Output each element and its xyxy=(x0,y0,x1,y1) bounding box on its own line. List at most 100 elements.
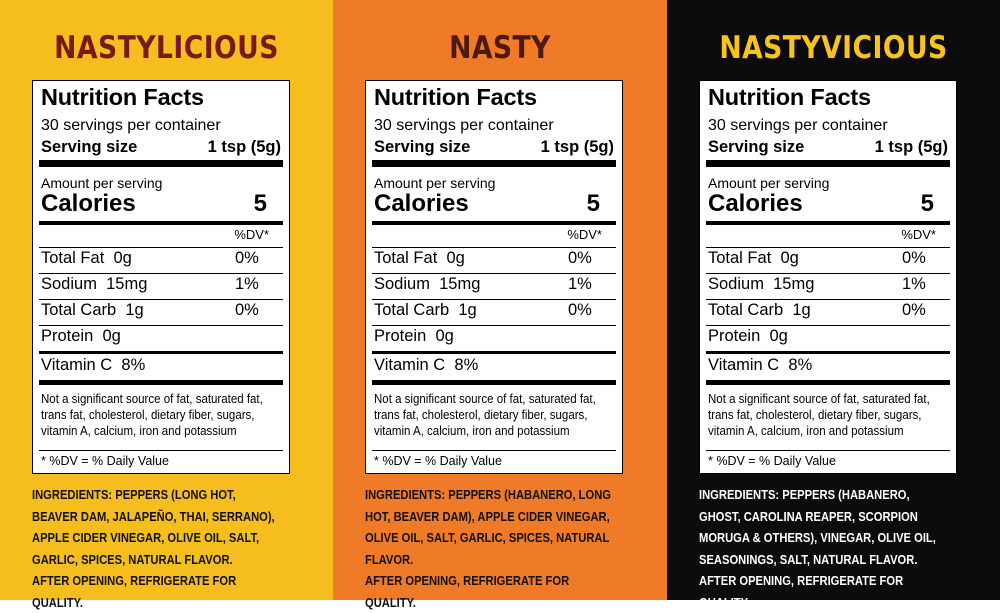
calories-value: 5 xyxy=(253,190,267,217)
nutrient-name: Total Fat 0g xyxy=(41,249,132,267)
product-title: NASTYLICIOUS xyxy=(54,30,279,66)
product-title: NASTYVICIOUS xyxy=(719,30,948,66)
nutrient-notice: Not a significant source of fat, saturat… xyxy=(708,392,930,438)
servings-per-container: 30 servings per container xyxy=(41,117,221,134)
divider xyxy=(372,299,616,300)
daily-value-note: * %DV = % Daily Value xyxy=(374,454,502,468)
dv-header: %DV* xyxy=(901,227,936,242)
divider xyxy=(372,351,616,354)
nutrient-name: Total Carb 1g xyxy=(374,301,477,319)
storage-text: AFTER OPENING, REFRIGERATE FOR QUALITY. xyxy=(32,573,237,610)
nutrient-name: Vitamin C 8% xyxy=(374,356,479,374)
product-title: NASTY xyxy=(449,30,551,66)
daily-value-note: * %DV = % Daily Value xyxy=(708,454,836,468)
nutrient-notice: Not a significant source of fat, saturat… xyxy=(41,392,263,438)
ingredients-block: INGREDIENTS: PEPPERS (HABANERO, LONG HOT… xyxy=(365,484,614,613)
storage-text: AFTER OPENING, REFRIGERATE FOR QUALITY. xyxy=(699,573,904,610)
nutrient-dv: 0% xyxy=(902,301,926,319)
ingredients-block: INGREDIENTS: PEPPERS (HABANERO, GHOST, C… xyxy=(699,484,948,613)
divider xyxy=(39,299,283,300)
divider xyxy=(39,221,283,225)
divider xyxy=(372,160,616,167)
serving-size-row: Serving size 1 tsp (5g) xyxy=(41,138,281,157)
nutrient-name: Total Carb 1g xyxy=(708,301,811,319)
calories-value: 5 xyxy=(920,190,934,217)
nutrient-dv: 0% xyxy=(902,249,926,267)
serving-size-row: Serving size 1 tsp (5g) xyxy=(374,138,614,157)
divider xyxy=(39,273,283,274)
nutrient-dv: 1% xyxy=(235,275,259,293)
daily-value-note: * %DV = % Daily Value xyxy=(41,454,169,468)
divider xyxy=(706,380,950,385)
divider xyxy=(706,221,950,225)
calories-label: Calories xyxy=(41,190,136,217)
divider xyxy=(39,450,283,451)
ingredients-text: INGREDIENTS: PEPPERS (HABANERO, GHOST, C… xyxy=(699,487,936,567)
divider xyxy=(39,380,283,385)
nutrition-facts-label: Nutrition Facts 30 servings per containe… xyxy=(365,80,623,474)
divider xyxy=(706,450,950,451)
divider xyxy=(372,450,616,451)
nutrient-name: Total Fat 0g xyxy=(374,249,465,267)
divider xyxy=(706,325,950,326)
divider xyxy=(706,247,950,248)
calories-row: Calories 5 xyxy=(41,190,267,218)
calories-row: Calories 5 xyxy=(708,190,934,218)
amount-per-serving: Amount per serving xyxy=(708,175,830,191)
nutrient-name: Vitamin C 8% xyxy=(41,356,146,374)
divider xyxy=(39,325,283,326)
nutrition-facts-heading: Nutrition Facts xyxy=(41,84,204,110)
panel-nastyvicious: NASTYVICIOUS Nutrition Facts 30 servings… xyxy=(667,0,1000,610)
nutrient-dv: 1% xyxy=(568,275,592,293)
nutrient-name: Protein 0g xyxy=(374,327,454,345)
serving-size-value: 1 tsp (5g) xyxy=(540,138,614,156)
calories-label: Calories xyxy=(374,190,469,217)
divider xyxy=(706,299,950,300)
divider xyxy=(39,247,283,248)
divider xyxy=(372,325,616,326)
panel-nastylicious: NASTYLICIOUS Nutrition Facts 30 servings… xyxy=(0,0,333,610)
divider xyxy=(372,221,616,225)
calories-value: 5 xyxy=(586,190,600,217)
servings-per-container: 30 servings per container xyxy=(708,117,888,134)
ingredients-text: INGREDIENTS: PEPPERS (HABANERO, LONG HOT… xyxy=(365,487,611,567)
amount-per-serving: Amount per serving xyxy=(374,175,496,191)
divider xyxy=(372,247,616,248)
serving-size-value: 1 tsp (5g) xyxy=(874,138,948,156)
dv-header: %DV* xyxy=(567,227,602,242)
serving-size-value: 1 tsp (5g) xyxy=(207,138,281,156)
nutrient-dv: 0% xyxy=(235,249,259,267)
nutrient-dv: 0% xyxy=(568,249,592,267)
nutrition-facts-label: Nutrition Facts 30 servings per containe… xyxy=(32,80,290,474)
serving-size-label: Serving size xyxy=(708,138,805,156)
nutrient-name: Total Carb 1g xyxy=(41,301,144,319)
nutrient-notice: Not a significant source of fat, saturat… xyxy=(374,392,596,438)
nutrition-facts-heading: Nutrition Facts xyxy=(708,84,871,110)
amount-per-serving: Amount per serving xyxy=(41,175,163,191)
ingredients-block: INGREDIENTS: PEPPERS (LONG HOT, BEAVER D… xyxy=(32,484,281,613)
divider xyxy=(372,380,616,385)
serving-size-label: Serving size xyxy=(374,138,471,156)
nutrient-dv: 0% xyxy=(235,301,259,319)
calories-row: Calories 5 xyxy=(374,190,600,218)
dv-header: %DV* xyxy=(234,227,269,242)
nutrient-dv: 1% xyxy=(902,275,926,293)
panel-nasty: NASTY Nutrition Facts 30 servings per co… xyxy=(333,0,667,610)
serving-size-label: Serving size xyxy=(41,138,138,156)
divider xyxy=(706,160,950,167)
divider xyxy=(372,273,616,274)
nutrient-name: Sodium 15mg xyxy=(41,275,148,293)
calories-label: Calories xyxy=(708,190,803,217)
divider xyxy=(706,273,950,274)
divider xyxy=(706,351,950,354)
serving-size-row: Serving size 1 tsp (5g) xyxy=(708,138,948,157)
storage-text: AFTER OPENING, REFRIGERATE FOR QUALITY. xyxy=(365,573,570,610)
servings-per-container: 30 servings per container xyxy=(374,117,554,134)
ingredients-text: INGREDIENTS: PEPPERS (LONG HOT, BEAVER D… xyxy=(32,487,275,567)
nutrient-name: Vitamin C 8% xyxy=(708,356,813,374)
nutrient-name: Sodium 15mg xyxy=(708,275,815,293)
divider xyxy=(39,160,283,167)
nutrient-name: Sodium 15mg xyxy=(374,275,481,293)
nutrition-facts-label: Nutrition Facts 30 servings per containe… xyxy=(699,80,957,474)
nutrient-dv: 0% xyxy=(568,301,592,319)
